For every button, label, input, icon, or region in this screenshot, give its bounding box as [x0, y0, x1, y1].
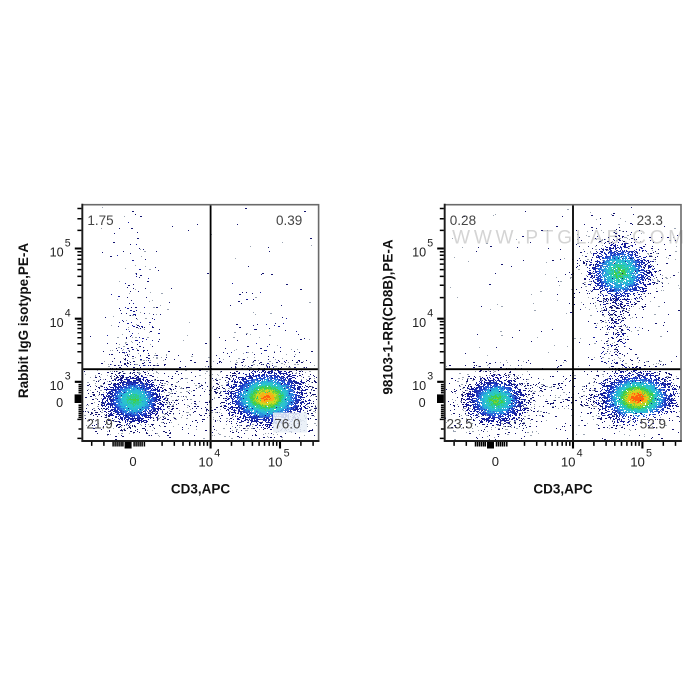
svg-text:10: 10: [412, 246, 426, 260]
svg-text:4: 4: [65, 308, 71, 320]
svg-text:0.28: 0.28: [450, 213, 476, 228]
svg-text:10: 10: [630, 454, 645, 469]
svg-text:3: 3: [427, 371, 433, 383]
svg-text:10: 10: [561, 454, 576, 469]
svg-text:0: 0: [129, 454, 136, 469]
svg-text:5: 5: [65, 237, 71, 249]
svg-text:5: 5: [646, 447, 652, 459]
svg-text:Rabbit IgG isotype,PE-A: Rabbit IgG isotype,PE-A: [16, 243, 31, 399]
svg-text:1.75: 1.75: [87, 213, 113, 228]
svg-text:4: 4: [577, 447, 583, 459]
svg-text:5: 5: [284, 447, 290, 459]
svg-text:4: 4: [214, 447, 220, 459]
svg-text:23.3: 23.3: [637, 213, 663, 228]
svg-text:10: 10: [198, 454, 213, 469]
svg-text:98103-1-RR(CD8B),PE-A: 98103-1-RR(CD8B),PE-A: [381, 239, 396, 395]
svg-text:0: 0: [492, 454, 499, 469]
svg-text:23.5: 23.5: [447, 416, 473, 431]
svg-text:21.9: 21.9: [87, 416, 113, 431]
svg-text:76.0: 76.0: [274, 417, 300, 432]
svg-text:0: 0: [419, 396, 426, 410]
svg-text:10: 10: [268, 454, 283, 469]
svg-text:0: 0: [56, 396, 63, 410]
svg-text:10: 10: [50, 316, 64, 330]
svg-text:10: 10: [412, 379, 426, 393]
svg-text:10: 10: [50, 246, 64, 260]
svg-text:3: 3: [65, 371, 71, 383]
svg-text:WWW.PTGLAB.COM: WWW.PTGLAB.COM: [452, 228, 688, 249]
svg-text:4: 4: [427, 308, 433, 320]
svg-text:0.39: 0.39: [276, 213, 302, 228]
svg-text:5: 5: [427, 237, 433, 249]
svg-text:CD3,APC: CD3,APC: [171, 482, 231, 497]
svg-text:10: 10: [50, 379, 64, 393]
svg-text:52.9: 52.9: [640, 416, 666, 431]
svg-text:10: 10: [412, 316, 426, 330]
svg-text:CD3,APC: CD3,APC: [533, 482, 593, 497]
